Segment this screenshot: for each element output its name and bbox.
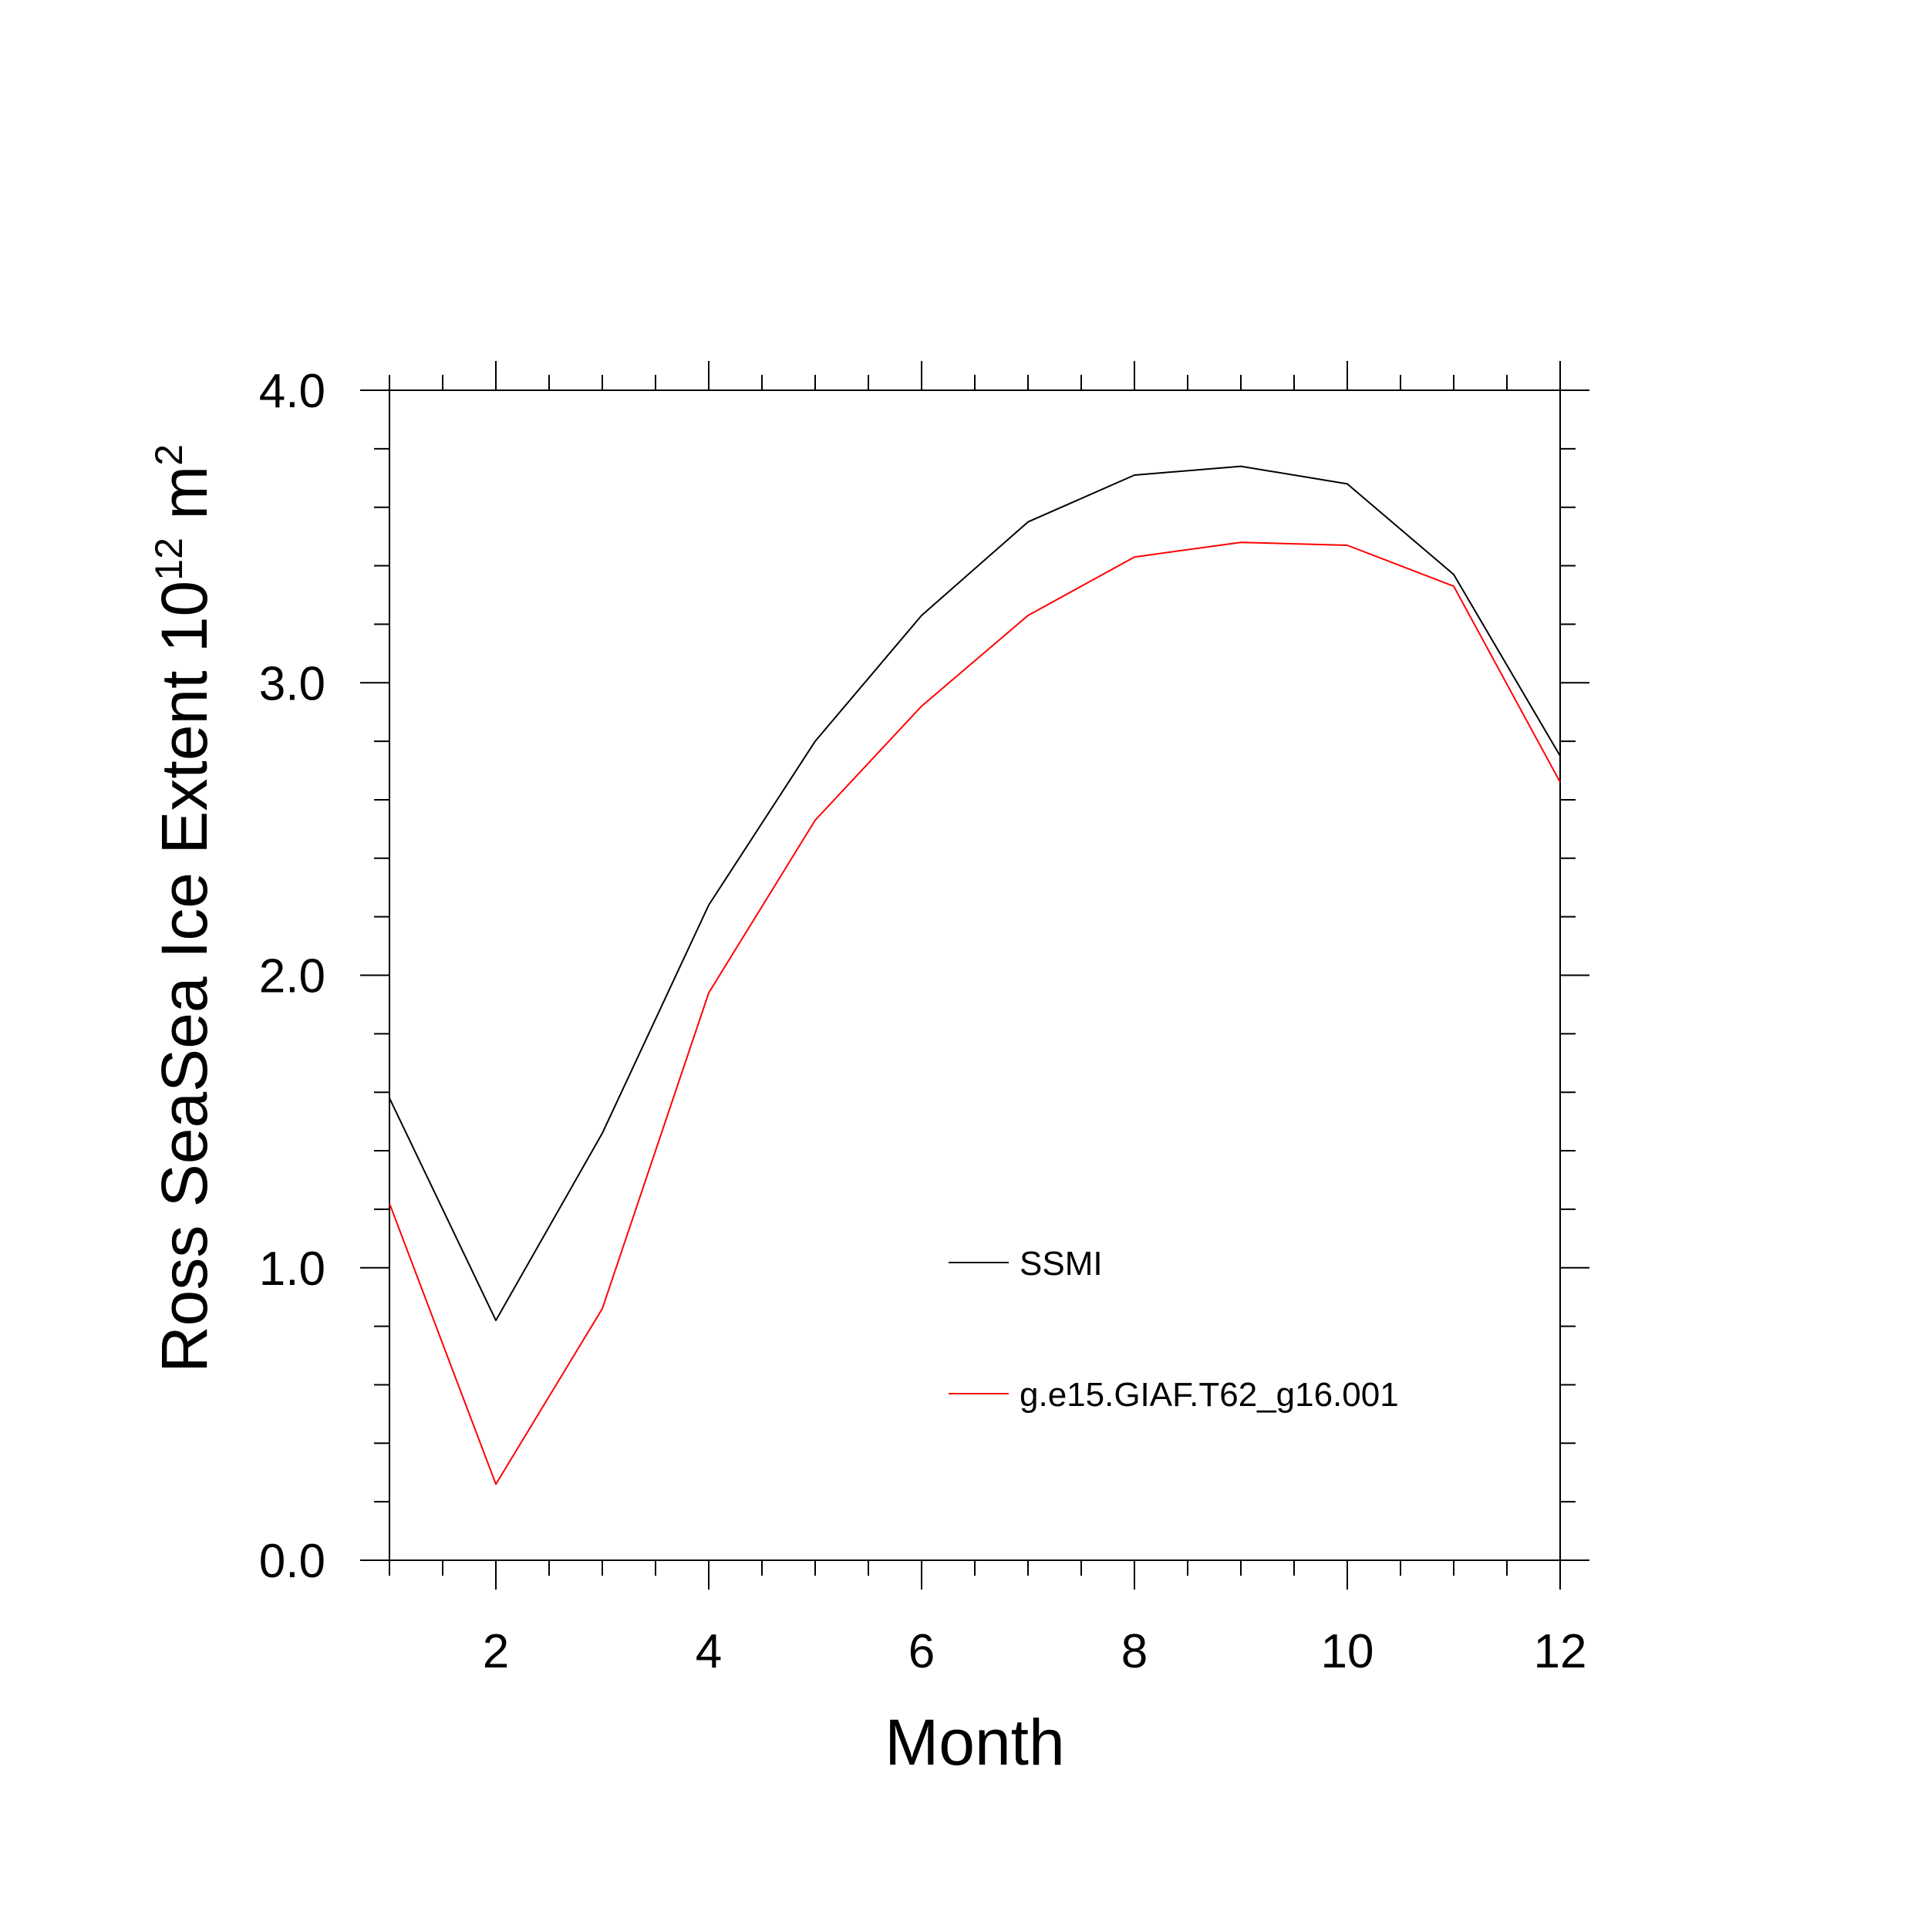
- legend: SSMI g.e15.GIAF.T62_g16.001: [949, 1245, 1399, 1414]
- y-tick-label: 4.0: [259, 365, 325, 418]
- y-tick-label: 1.0: [259, 1242, 325, 1296]
- series-line-ssmi: [389, 465, 1561, 1321]
- x-tick-label: 2: [483, 1625, 509, 1678]
- y-axis-title-unit: m: [148, 466, 221, 538]
- y-tick-label: 3.0: [259, 657, 325, 710]
- y-axis-title-exponent: 12: [147, 538, 190, 581]
- x-tick-label: 6: [908, 1625, 935, 1678]
- y-tick-label: 2.0: [259, 950, 325, 1003]
- legend-label: SSMI: [1020, 1245, 1103, 1283]
- x-tick-label: 8: [1121, 1625, 1148, 1678]
- x-tick-label: 12: [1534, 1625, 1587, 1678]
- series-lines: [389, 465, 1561, 1485]
- y-tick-label: 0.0: [259, 1535, 325, 1588]
- x-tick-label: 4: [696, 1625, 722, 1678]
- y-axis-title-prefix: Ross SeaSea Ice Extent 10: [148, 581, 221, 1373]
- x-axis-title: Month: [885, 1706, 1064, 1779]
- legend-label: g.e15.GIAF.T62_g16.001: [1020, 1376, 1399, 1414]
- y-axis-title: Ross SeaSea Ice Extent 1012 m2: [147, 444, 221, 1373]
- series-line-model: [389, 541, 1561, 1485]
- tick-marks: [360, 361, 1589, 1590]
- x-tick-label: 10: [1321, 1625, 1374, 1678]
- plot-frame: [389, 389, 1561, 1561]
- tick-labels: 2 4 6 8 10 12 0.0 1.0 2.0 3.0 4.0: [259, 365, 1587, 1678]
- y-axis-title-unit-exponent: 2: [147, 444, 190, 466]
